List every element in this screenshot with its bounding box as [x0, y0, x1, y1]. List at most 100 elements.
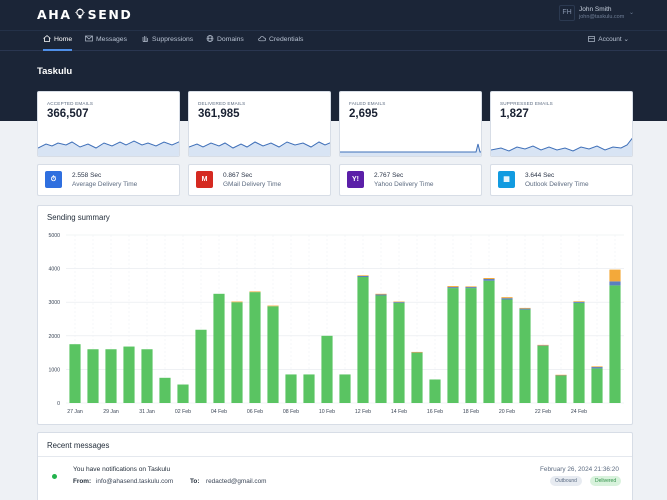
bar-segment-0 — [393, 302, 405, 403]
x-tick-label: 20 Feb — [499, 409, 515, 415]
account-menu[interactable]: Account ⌄ — [588, 31, 629, 51]
stat-card-failed[interactable]: FAILED EMAILS 2,695 — [339, 91, 482, 157]
x-tick-label: 10 Feb — [319, 409, 335, 415]
delivery-seconds: 0.867 Sec — [223, 172, 253, 179]
bar-segment-2 — [465, 286, 477, 288]
divider — [38, 456, 632, 457]
bar-segment-0 — [555, 375, 567, 403]
logo-text-left: AHA — [37, 7, 72, 22]
delivery-name: GMail Delivery Time — [223, 181, 282, 188]
nav-item-credentials[interactable]: Credentials — [258, 31, 303, 51]
delivery-seconds: 2.767 Sec — [374, 172, 404, 179]
nav-label: Domains — [217, 36, 244, 43]
bar-segment-0 — [303, 374, 315, 403]
nav-label: Messages — [96, 36, 127, 43]
bar-segment-0 — [285, 374, 297, 403]
nav-label: Suppressions — [152, 36, 194, 43]
bar-segment-0 — [483, 280, 495, 403]
bar-segment-2 — [447, 286, 459, 288]
y-tick-label: 5000 — [48, 233, 60, 239]
y-tick-label: 4000 — [48, 267, 60, 273]
nav-item-suppressions[interactable]: Suppressions — [141, 31, 193, 51]
bar-segment-0 — [69, 344, 81, 403]
chevron-down-icon: ⌄ — [623, 36, 629, 43]
bar-segment-0 — [591, 368, 603, 403]
x-tick-label: 18 Feb — [463, 409, 479, 415]
status-badge: Delivered — [590, 476, 622, 486]
sparkline — [189, 141, 330, 156]
bar-segment-2 — [501, 297, 513, 299]
bar-segment-2 — [411, 351, 423, 353]
x-tick-label: 27 Jan — [67, 409, 83, 415]
x-tick-label: 16 Feb — [427, 409, 443, 415]
bar-segment-0 — [123, 346, 135, 403]
nav-label: Home — [54, 36, 73, 43]
delivery-name: Outlook Delivery Time — [525, 181, 589, 188]
bar-segment-0 — [357, 277, 369, 403]
bar-segment-2 — [537, 344, 549, 346]
stat-value: 366,507 — [47, 108, 89, 120]
sparkline — [38, 140, 179, 156]
nav-item-domains[interactable]: Domains — [206, 31, 244, 51]
yahoo-icon: Y! — [347, 171, 364, 188]
outlook-icon: ▦ — [498, 171, 515, 188]
from-label: From: — [73, 478, 92, 485]
logo[interactable]: AHA SEND — [37, 7, 132, 22]
bar-segment-2 — [375, 293, 387, 295]
bar-segment-0 — [249, 292, 261, 403]
stat-card-accepted[interactable]: ACCEPTED EMAILS 366,507 — [37, 91, 180, 157]
bar-segment-0 — [375, 295, 387, 403]
bar-segment-2 — [483, 278, 495, 280]
recent-messages-panel: Recent messages — [37, 432, 633, 500]
bar-segment-0 — [501, 299, 513, 403]
nav-item-home[interactable]: Home — [43, 31, 73, 51]
bar-segment-0 — [429, 379, 441, 403]
bar-segment-0 — [177, 384, 189, 403]
bar-segment-2 — [357, 275, 369, 276]
stat-value: 1,827 — [500, 108, 529, 120]
x-tick-label: 24 Feb — [571, 409, 587, 415]
bar-segment-0 — [141, 349, 153, 403]
stat-card-delivered[interactable]: DELIVERED EMAILS 361,985 — [188, 91, 331, 157]
delivery-card-gmail: M 0.867 Sec GMail Delivery Time — [188, 164, 331, 196]
briefcase-icon — [588, 36, 596, 42]
logo-text-right: SEND — [87, 7, 133, 22]
bar-segment-0 — [573, 302, 585, 403]
nav-item-messages[interactable]: Messages — [85, 31, 127, 51]
stat-label: FAILED EMAILS — [349, 101, 386, 106]
bar-segment-1 — [555, 375, 567, 376]
x-tick-label: 31 Jan — [139, 409, 155, 415]
panel-title: Recent messages — [47, 441, 110, 450]
direction-badge: Outbound — [550, 476, 582, 486]
panel-title: Sending summary — [47, 213, 110, 222]
x-tick-label: 29 Jan — [103, 409, 119, 415]
top-bar: AHA SEND FH John Smith john@taskulu.com ⌄ — [0, 0, 667, 30]
bar-segment-0 — [213, 293, 225, 403]
y-tick-label: 2000 — [48, 334, 60, 340]
stat-card-suppressed[interactable]: SUPPRESSED EMAILS 1,827 — [490, 91, 633, 157]
bar-segment-0 — [465, 288, 477, 403]
bar-segment-2 — [555, 374, 567, 376]
bar-segment-1 — [483, 279, 495, 281]
delivery-card-outlook: ▦ 3.644 Sec Outlook Delivery Time — [490, 164, 633, 196]
bar-segment-0 — [339, 374, 351, 403]
main-nav: Home Messages Suppressions Domains Crede… — [0, 30, 667, 51]
bar-segment-1 — [465, 287, 477, 289]
bar-segment-0 — [321, 335, 333, 403]
status-dot — [52, 474, 57, 479]
bar-segment-1 — [375, 294, 387, 296]
bar-segment-0 — [519, 309, 531, 403]
message-subject: You have notifications on Taskulu — [73, 466, 171, 473]
bar-segment-0 — [231, 302, 243, 403]
bar-segment-2 — [519, 307, 531, 309]
delivery-seconds: 2.558 Sec — [72, 172, 102, 179]
bar-segment-2 — [573, 301, 585, 302]
stat-value: 361,985 — [198, 108, 240, 120]
y-tick-label: 0 — [57, 401, 60, 407]
bar-segment-0 — [159, 377, 171, 403]
bar-segment-2 — [267, 305, 279, 307]
from-address: info@ahasend.taskulu.com — [96, 478, 174, 485]
gmail-icon: M — [196, 171, 213, 188]
x-tick-label: 14 Feb — [391, 409, 407, 415]
